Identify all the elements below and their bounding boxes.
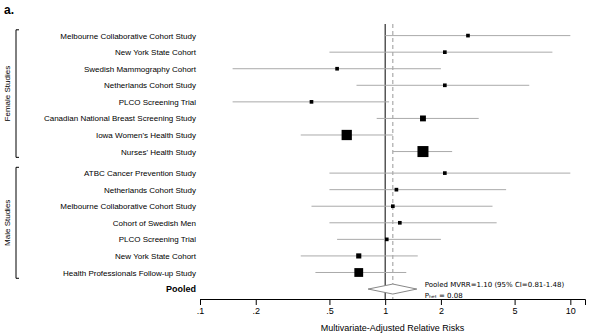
y-tick-label: Cohort of Swedish Men bbox=[113, 219, 196, 228]
x-tick-label: 10 bbox=[566, 306, 576, 316]
estimate-square bbox=[420, 115, 426, 121]
x-tick: 5 bbox=[513, 299, 518, 316]
bracket-tick bbox=[16, 167, 19, 168]
y-tick-label: New York State Cohort bbox=[115, 48, 197, 57]
bracket-tick bbox=[16, 29, 19, 30]
x-tick-label: 1 bbox=[383, 306, 388, 316]
reference-line bbox=[385, 24, 386, 299]
y-tick-label: PLCO Screening Trial bbox=[119, 235, 197, 244]
y-tick: Health Professionals Follow-up Study bbox=[63, 269, 196, 278]
estimate-square bbox=[443, 83, 447, 87]
y-tick: New York State Cohort bbox=[115, 252, 197, 261]
bracket-bar bbox=[16, 167, 17, 278]
ci-line bbox=[329, 189, 506, 190]
estimate-square bbox=[443, 50, 447, 54]
ci-line bbox=[385, 35, 570, 36]
y-tick: PLCO Screening Trial bbox=[119, 98, 197, 107]
y-tick-label: Nurses' Health Study bbox=[121, 148, 196, 157]
y-tick-label: Health Professionals Follow-up Study bbox=[63, 269, 196, 278]
annotation: Pₕₑₜ = 0.08 bbox=[425, 292, 463, 300]
group-label: Male Studies bbox=[3, 200, 12, 246]
ci-line bbox=[337, 239, 441, 240]
y-tick-label: New York State Cohort bbox=[115, 252, 197, 261]
chart: .1 .2 .5 1 2 5 10 Melbourne Collaborative Cohor… bbox=[0, 0, 600, 335]
ci-line bbox=[329, 222, 496, 223]
y-tick: Cohort of Swedish Men bbox=[113, 219, 196, 228]
y-tick: Swedish Mammography Cohort bbox=[84, 65, 197, 74]
y-tick: Canadian National Breast Screening Study bbox=[44, 114, 196, 123]
x-tick: 10 bbox=[566, 299, 576, 316]
x-tick: 2 bbox=[439, 299, 444, 316]
pooled-diamond bbox=[368, 284, 416, 294]
bracket-tick bbox=[16, 278, 19, 279]
marks bbox=[233, 24, 571, 299]
estimate-square bbox=[342, 130, 352, 140]
x-tick: 1 bbox=[383, 299, 388, 316]
ci-line bbox=[329, 52, 552, 53]
y-tick: Melbourne Collaborative Cohort Study bbox=[60, 32, 196, 41]
y-tick-label: Pooled bbox=[166, 284, 196, 294]
y-tick-label: PLCO Screening Trial bbox=[119, 98, 197, 107]
ci-line bbox=[377, 118, 479, 119]
y-tick: PLCO Screening Trial bbox=[119, 235, 197, 244]
x-tick-label: .2 bbox=[252, 306, 260, 316]
y-tick-label: Swedish Mammography Cohort bbox=[84, 65, 197, 74]
y-tick: ATBC Cancer Prevention Study bbox=[84, 169, 196, 178]
x-tick-label: 5 bbox=[513, 306, 518, 316]
x-tick: .2 bbox=[252, 299, 260, 316]
y-tick: Nurses' Health Study bbox=[121, 148, 196, 157]
group-label: Female Studies bbox=[3, 66, 12, 122]
y-tick-label: Iowa Women's Health Study bbox=[96, 131, 196, 140]
ci-line bbox=[311, 206, 492, 207]
estimate-square bbox=[466, 34, 470, 38]
y-tick-label: Netherlands Cohort Study bbox=[104, 186, 196, 195]
estimate-square bbox=[398, 221, 402, 225]
y-tick: Melbourne Collaborative Cohort Study bbox=[60, 202, 196, 211]
y-tick-label: Canadian National Breast Screening Study bbox=[44, 114, 196, 123]
x-tick-mark bbox=[385, 299, 386, 305]
x-tick-label: 2 bbox=[439, 306, 444, 316]
x-tick: .1 bbox=[197, 299, 205, 316]
x-axis-line bbox=[201, 300, 586, 306]
estimate-square bbox=[443, 171, 447, 175]
annotation: Pooled MVRR=1.10 (95% CI=0.81-1.48) bbox=[425, 281, 565, 289]
x-tick-mark bbox=[329, 299, 330, 305]
estimate-square bbox=[395, 188, 399, 192]
y-tick: Pooled bbox=[166, 284, 196, 294]
x-tick-label: .1 bbox=[197, 306, 205, 316]
ci-line bbox=[329, 173, 570, 174]
reference-line bbox=[392, 24, 393, 299]
x-tick-label: .5 bbox=[326, 306, 334, 316]
bracket-bar bbox=[16, 30, 17, 158]
estimate-square bbox=[385, 238, 389, 242]
x-tick-mark bbox=[515, 299, 516, 305]
y-tick: Iowa Women's Health Study bbox=[96, 131, 196, 140]
x-tick-mark bbox=[570, 299, 571, 305]
group-bracket bbox=[16, 167, 19, 278]
y-tick-label: Netherlands Cohort Study bbox=[104, 81, 196, 90]
group-bracket bbox=[16, 30, 19, 158]
bracket-tick bbox=[16, 157, 19, 158]
x-tick: .5 bbox=[326, 299, 334, 316]
estimate-square bbox=[335, 67, 339, 71]
estimate-square bbox=[354, 268, 363, 277]
x-axis: .1 .2 .5 1 2 5 10 bbox=[197, 299, 586, 316]
estimate-square bbox=[356, 253, 361, 258]
title: a. bbox=[4, 3, 14, 17]
x-tick-mark bbox=[200, 299, 201, 305]
estimate-square bbox=[417, 146, 428, 157]
ci-line bbox=[356, 85, 529, 86]
y-axis: Melbourne Collaborative Cohort Study New … bbox=[44, 32, 197, 295]
y-tick-label: Melbourne Collaborative Cohort Study bbox=[60, 202, 196, 211]
y-tick-label: Melbourne Collaborative Cohort Study bbox=[60, 32, 196, 41]
x-tick-mark bbox=[256, 299, 257, 305]
y-tick-label: ATBC Cancer Prevention Study bbox=[84, 169, 196, 178]
estimate-square bbox=[310, 100, 314, 104]
plot-area: .1 .2 .5 1 2 5 10 Melbourne Collaborative Cohor… bbox=[44, 24, 586, 316]
x-axis-title: Multivariate-Adjusted Relative Risks bbox=[321, 323, 465, 333]
y-tick: New York State Cohort bbox=[115, 48, 197, 57]
y-tick: Netherlands Cohort Study bbox=[104, 186, 196, 195]
y-tick: Netherlands Cohort Study bbox=[104, 81, 196, 90]
estimate-square bbox=[391, 204, 395, 208]
